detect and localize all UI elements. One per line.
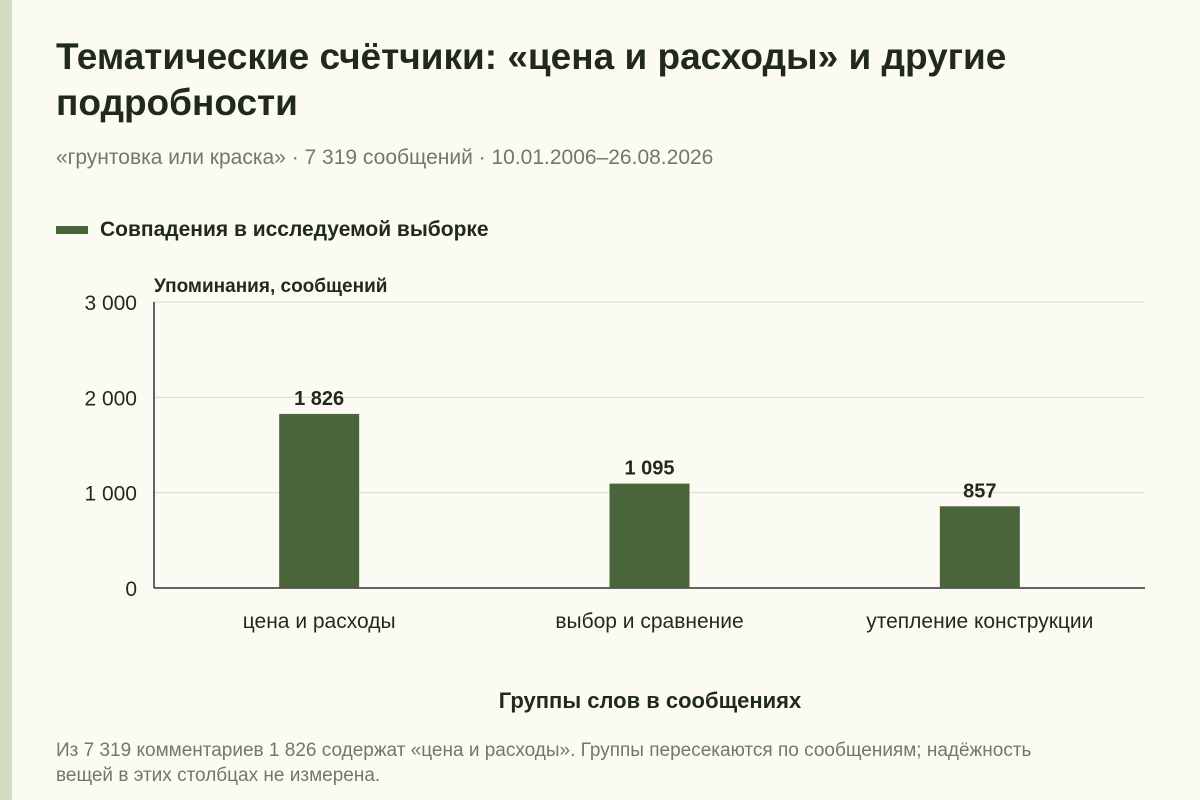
x-tick-label: цена и расходы (243, 610, 396, 633)
legend-label: Совпадения в исследуемой выборке (100, 218, 489, 241)
chart-title: Тематические счётчики: «цена и расходы» … (56, 36, 1007, 123)
y-tick-label: 0 (125, 578, 137, 601)
bar (279, 413, 360, 588)
y-tick-label: 3 000 (84, 292, 137, 315)
bar (939, 506, 1020, 588)
bar-value-label: 857 (963, 480, 996, 502)
chart-subtitle: «грунтовка или краска» · 7 319 сообщений… (56, 146, 714, 169)
y-tick-label: 2 000 (84, 387, 137, 410)
legend-swatch (56, 226, 88, 234)
x-tick-label: выбор и сравнение (555, 610, 743, 633)
bar (609, 483, 690, 588)
y-axis-title: Упоминания, сообщений (154, 276, 387, 297)
bar-value-label: 1 826 (294, 388, 344, 410)
accent-strip (0, 0, 12, 800)
x-axis-title: Группы слов в сообщениях (499, 688, 802, 713)
legend: Совпадения в исследуемой выборке (56, 218, 489, 242)
y-tick-label: 1 000 (84, 483, 137, 506)
x-tick-label: утепление конструкции (866, 610, 1093, 633)
footnote: Из 7 319 комментариев 1 826 содержат «це… (56, 740, 1032, 786)
bar-value-label: 1 095 (624, 458, 674, 480)
